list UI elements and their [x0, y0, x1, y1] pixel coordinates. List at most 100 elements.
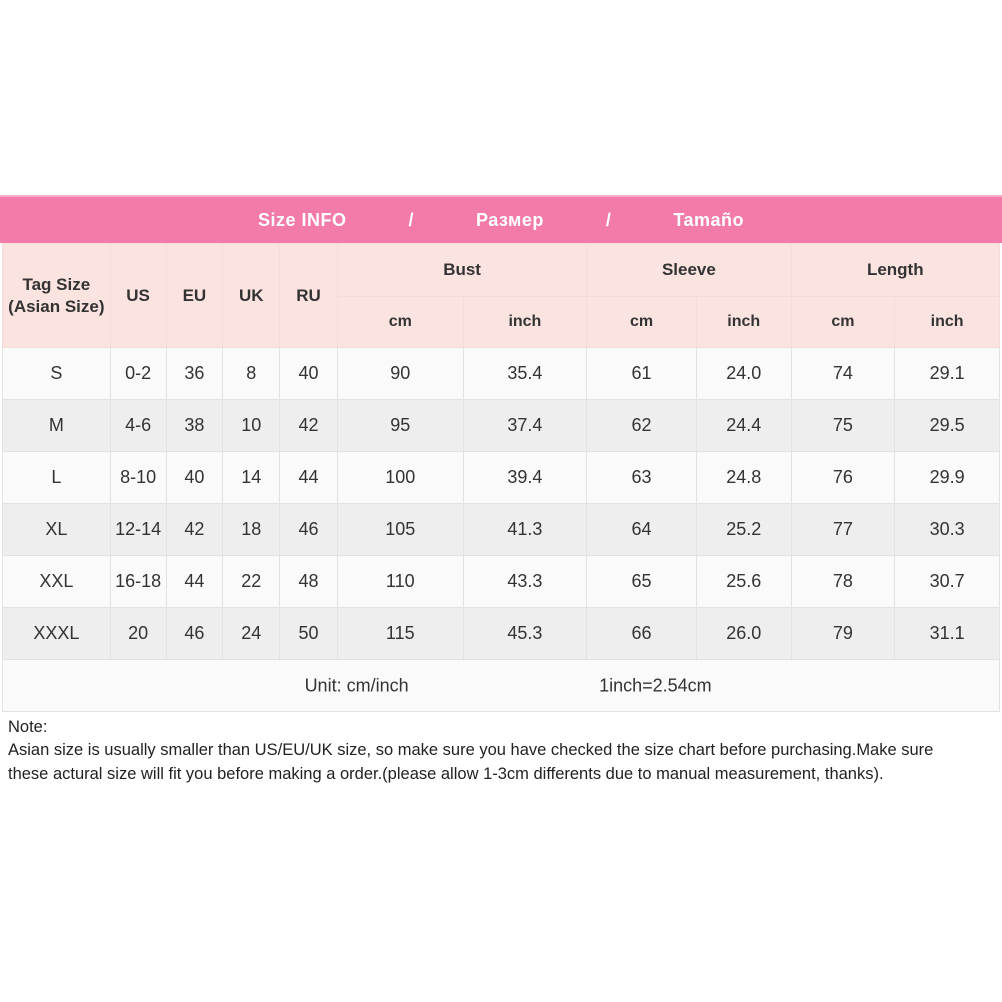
- cell-bust-cm: 100: [336, 451, 464, 504]
- cell-sleeve-cm: 63: [586, 451, 697, 504]
- unit-label: Unit: cm/inch: [304, 675, 409, 695]
- cell-ru: 44: [279, 451, 338, 504]
- banner-title-en: Size INFO: [257, 209, 347, 230]
- banner-separator: /: [408, 209, 414, 230]
- col-header-us: US: [109, 243, 167, 348]
- cell-eu: 46: [165, 607, 224, 660]
- banner-title-es: Tamaño: [673, 209, 745, 230]
- cell-bust-cm: 95: [336, 399, 464, 452]
- cell-ru: 48: [279, 555, 338, 608]
- cell-bust-inch: 35.4: [462, 347, 588, 400]
- col-header-tag-size: Tag Size (Asian Size): [2, 243, 111, 348]
- cell-tag: L: [2, 451, 111, 504]
- table-row-xl: XL 12-14 42 18 46 105 41.3 64 25.2 77 30…: [2, 503, 1000, 556]
- cell-tag: S: [2, 347, 111, 400]
- cell-length-inch: 30.7: [894, 555, 1000, 608]
- cell-uk: 14: [222, 451, 281, 504]
- cell-tag: M: [2, 399, 111, 452]
- col-header-bust-cm: cm: [336, 296, 464, 348]
- header-row-units: cm inch cm inch cm inch: [3, 296, 1000, 348]
- cell-bust-cm: 105: [336, 503, 464, 556]
- cell-bust-cm: 110: [336, 555, 464, 608]
- col-header-ru: RU: [279, 243, 338, 348]
- note-section: Note: Asian size is usually smaller than…: [8, 716, 994, 786]
- cell-bust-inch: 45.3: [462, 607, 588, 660]
- cell-sleeve-inch: 24.8: [695, 451, 792, 504]
- col-header-tag-size-line2: (Asian Size): [8, 296, 105, 316]
- cell-sleeve-cm: 62: [586, 399, 697, 452]
- cell-uk: 8: [222, 347, 281, 400]
- cell-sleeve-cm: 65: [586, 555, 697, 608]
- cell-length-cm: 79: [790, 607, 896, 660]
- cell-sleeve-cm: 61: [586, 347, 697, 400]
- col-header-sleeve-cm: cm: [586, 296, 697, 348]
- cell-length-inch: 30.3: [894, 503, 1000, 556]
- cell-eu: 40: [165, 451, 224, 504]
- header-row-groups: Tag Size (Asian Size) US EU UK RU Bust S…: [2, 243, 1001, 348]
- cell-bust-inch: 39.4: [462, 451, 588, 504]
- note-line-2: these actural size will fit you before m…: [8, 764, 884, 783]
- cell-sleeve-inch: 24.0: [695, 347, 792, 400]
- cell-length-inch: 29.9: [894, 451, 1000, 504]
- inch-conversion-label: 1inch=2.54cm: [599, 675, 712, 695]
- cell-sleeve-inch: 25.2: [695, 503, 792, 556]
- cell-us: 8-10: [109, 451, 167, 504]
- cell-sleeve-cm: 64: [586, 503, 697, 556]
- cell-eu: 38: [165, 399, 224, 452]
- cell-length-inch: 29.5: [894, 399, 1000, 452]
- cell-bust-inch: 43.3: [462, 555, 588, 608]
- banner-title-ru: Размер: [476, 209, 544, 230]
- col-header-sleeve-inch: inch: [695, 296, 792, 348]
- note-line-1: Asian size is usually smaller than US/EU…: [8, 741, 934, 760]
- cell-ru: 42: [279, 399, 338, 452]
- table-row-xxxl: XXXL 20 46 24 50 115 45.3 66 26.0 79 31.…: [2, 607, 1000, 660]
- size-chart-table: Tag Size (Asian Size) US EU UK RU Bust S…: [2, 243, 1001, 712]
- cell-bust-cm: 90: [336, 347, 464, 400]
- col-header-bust-inch: inch: [462, 296, 588, 348]
- cell-length-cm: 76: [790, 451, 896, 504]
- cell-length-cm: 74: [790, 347, 896, 400]
- cell-length-inch: 29.1: [894, 347, 1000, 400]
- col-header-uk: UK: [222, 243, 281, 348]
- col-group-length: Length: [790, 243, 1001, 297]
- cell-eu: 42: [165, 503, 224, 556]
- cell-length-cm: 75: [790, 399, 896, 452]
- cell-ru: 46: [279, 503, 338, 556]
- col-header-length-cm: cm: [790, 296, 896, 348]
- cell-us: 16-18: [109, 555, 167, 608]
- cell-uk: 24: [222, 607, 281, 660]
- cell-sleeve-cm: 66: [586, 607, 697, 660]
- cell-uk: 18: [222, 503, 281, 556]
- col-header-length-inch: inch: [894, 296, 1000, 348]
- cell-bust-inch: 37.4: [462, 399, 588, 452]
- cell-uk: 22: [222, 555, 281, 608]
- cell-uk: 10: [222, 399, 281, 452]
- cell-tag: XXXL: [2, 607, 111, 660]
- cell-tag: XXL: [2, 555, 111, 608]
- table-row-l: L 8-10 40 14 44 100 39.4 63 24.8 76 29.9: [2, 451, 1000, 504]
- cell-length-cm: 77: [790, 503, 896, 556]
- cell-eu: 36: [165, 347, 224, 400]
- cell-eu: 44: [165, 555, 224, 608]
- cell-length-cm: 78: [790, 555, 896, 608]
- cell-sleeve-inch: 24.4: [695, 399, 792, 452]
- cell-sleeve-inch: 26.0: [695, 607, 792, 660]
- col-header-tag-size-line1: Tag Size: [22, 275, 91, 295]
- col-header-eu: EU: [165, 243, 224, 348]
- banner-separator: /: [605, 209, 612, 230]
- unit-row: Unit: cm/inch 1inch=2.54cm: [2, 659, 1000, 712]
- cell-bust-inch: 41.3: [462, 503, 588, 556]
- table-row-xxl: XXL 16-18 44 22 48 110 43.3 65 25.6 78 3…: [2, 555, 1000, 608]
- table-row-s: S 0-2 36 8 40 90 35.4 61 24.0 74 29.1: [2, 347, 1000, 400]
- cell-bust-cm: 115: [336, 607, 464, 660]
- cell-ru: 50: [279, 607, 338, 660]
- col-group-sleeve: Sleeve: [586, 243, 792, 297]
- cell-us: 12-14: [109, 503, 167, 556]
- cell-us: 20: [109, 607, 167, 660]
- unit-cell: Unit: cm/inch 1inch=2.54cm: [2, 659, 1000, 712]
- cell-us: 0-2: [109, 347, 167, 400]
- table-row-m: M 4-6 38 10 42 95 37.4 62 24.4 75 29.5: [2, 399, 1000, 452]
- cell-ru: 40: [279, 347, 338, 400]
- col-group-bust: Bust: [336, 243, 588, 297]
- size-info-banner: Size INFO / Размер / Tamaño: [0, 195, 1002, 243]
